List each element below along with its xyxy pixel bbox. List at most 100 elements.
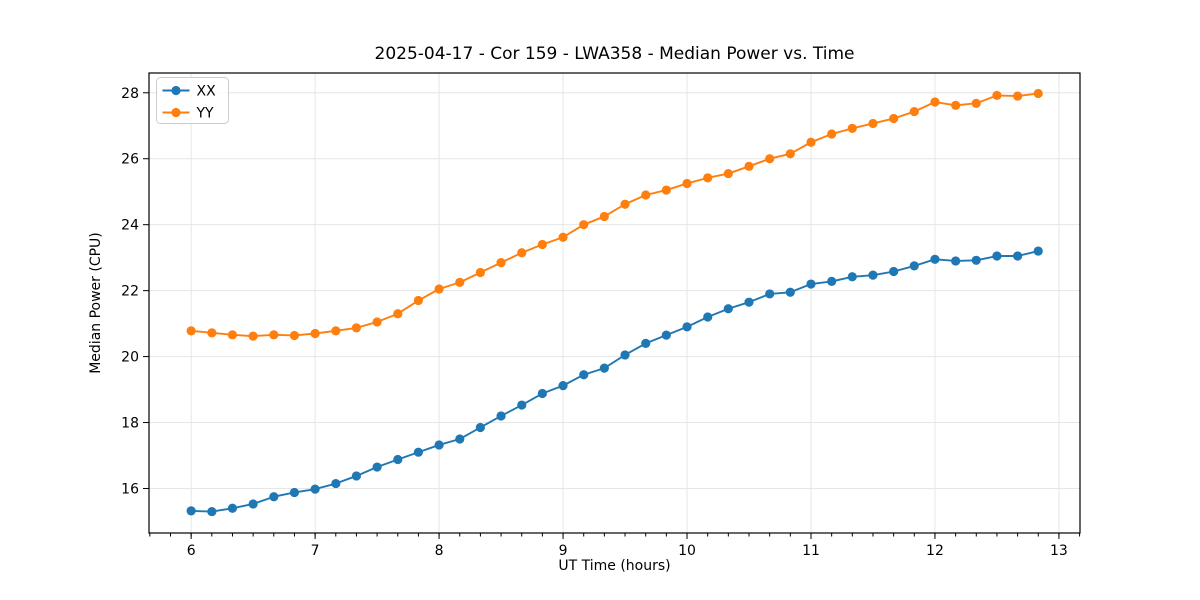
series-xx-point <box>289 487 300 498</box>
series-yy-point <box>517 248 527 258</box>
series-yy-point <box>269 330 279 340</box>
series-xx-point <box>331 478 341 489</box>
series-yy-point <box>806 137 816 147</box>
series-xx-point <box>1013 251 1023 261</box>
series-yy-point <box>909 106 919 117</box>
series-xx-point <box>930 254 940 264</box>
series-xx-point <box>558 381 568 391</box>
series-yy-point <box>641 190 651 200</box>
series-yy-point <box>579 220 589 230</box>
series-yy-point <box>682 178 692 189</box>
series-xx-point <box>248 499 258 509</box>
series-yy-point <box>661 185 671 195</box>
series-xx-point <box>723 304 733 314</box>
series-xx-point <box>207 506 217 517</box>
series-yy-point <box>331 326 341 336</box>
y-axis-label-text: Median Power (CPU) <box>88 232 104 374</box>
series-xx-point <box>765 289 775 299</box>
x-tick-label: 10 <box>678 543 696 559</box>
y-tick-label: 20 <box>121 350 139 366</box>
series-xx-point <box>806 279 816 289</box>
series-xx-point <box>310 484 320 494</box>
x-tick-label: 6 <box>187 543 196 559</box>
series-xx-point <box>847 272 857 282</box>
y-tick-label: 22 <box>121 284 139 300</box>
series-yy-point <box>827 129 837 139</box>
series-yy-point <box>186 326 196 336</box>
series-xx-point <box>393 454 403 465</box>
series-yy-point <box>207 328 217 338</box>
series-yy-point <box>351 323 361 333</box>
series-xx-point <box>269 492 279 502</box>
x-tick-label: 13 <box>1050 543 1068 559</box>
series-yy-point <box>248 331 258 341</box>
series-yy-point <box>537 239 547 250</box>
y-tick-label: 18 <box>121 416 139 432</box>
series-xx-point <box>186 506 196 516</box>
x-tick-label: 11 <box>802 543 820 559</box>
series-xx-point <box>868 270 878 280</box>
series-yy-point <box>930 97 940 107</box>
series-yy-point <box>434 284 444 294</box>
series-yy-point <box>703 173 713 183</box>
x-tick-label: 7 <box>311 543 320 559</box>
series-yy-point <box>1013 91 1023 101</box>
x-tick-label: 12 <box>926 543 944 559</box>
series-xx-point <box>475 422 485 433</box>
y-tick-label: 24 <box>121 218 139 234</box>
series-yy-point <box>868 118 878 129</box>
series-yy-point <box>765 154 775 164</box>
legend-label-xx: XX <box>197 84 217 100</box>
series-xx-point <box>909 261 919 271</box>
series-xx-point <box>744 297 754 307</box>
series-xx-point <box>971 255 981 265</box>
series-xx-point <box>827 276 837 287</box>
series-xx-point <box>703 312 713 322</box>
legend-box <box>156 77 229 124</box>
series-yy-point <box>744 161 754 171</box>
series-yy-line <box>190 92 1040 338</box>
series-xx-point <box>889 266 899 277</box>
series-xx-point <box>579 370 589 380</box>
series-yy-point <box>620 199 630 209</box>
series-xx-point <box>682 322 692 332</box>
series-yy-point <box>1033 88 1043 99</box>
series-xx-point <box>620 350 630 360</box>
series-xx-point <box>951 256 961 266</box>
series-yy-point <box>558 232 568 242</box>
series-xx-point <box>641 338 651 348</box>
series-xx-point <box>413 447 423 457</box>
series-xx-point <box>372 462 382 472</box>
axes-frame <box>148 72 1081 534</box>
series-xx-point <box>227 503 238 513</box>
series-yy-point <box>393 309 403 319</box>
series-xx-point <box>661 330 671 340</box>
series-yy-point <box>951 100 961 110</box>
series-xx-point <box>496 411 506 421</box>
series-yy-point <box>599 211 609 222</box>
series-xx-point <box>599 363 609 373</box>
series-xx-point <box>1033 246 1043 256</box>
series-yy-point <box>723 168 733 179</box>
series-yy-point <box>847 123 857 133</box>
legend-marker-sample <box>171 107 181 118</box>
series-yy-point <box>227 330 238 340</box>
series-yy-point <box>372 317 382 327</box>
series-yy-point <box>289 330 300 341</box>
series-xx-point <box>434 440 444 450</box>
y-tick-label: 28 <box>121 86 139 102</box>
series-xx-point <box>351 471 361 481</box>
y-tick-label: 16 <box>121 481 139 497</box>
series-xx-point <box>785 287 795 297</box>
x-tick-label: 8 <box>435 543 444 559</box>
series-xx-point <box>992 251 1002 261</box>
legend-marker-sample <box>171 85 181 96</box>
series-yy-point <box>413 295 423 306</box>
legend-label-yy: YY <box>196 106 215 122</box>
y-tick-label: 26 <box>121 152 139 168</box>
series-xx-point <box>455 434 465 444</box>
series-yy-point <box>992 90 1002 101</box>
series-yy-point <box>475 267 485 278</box>
